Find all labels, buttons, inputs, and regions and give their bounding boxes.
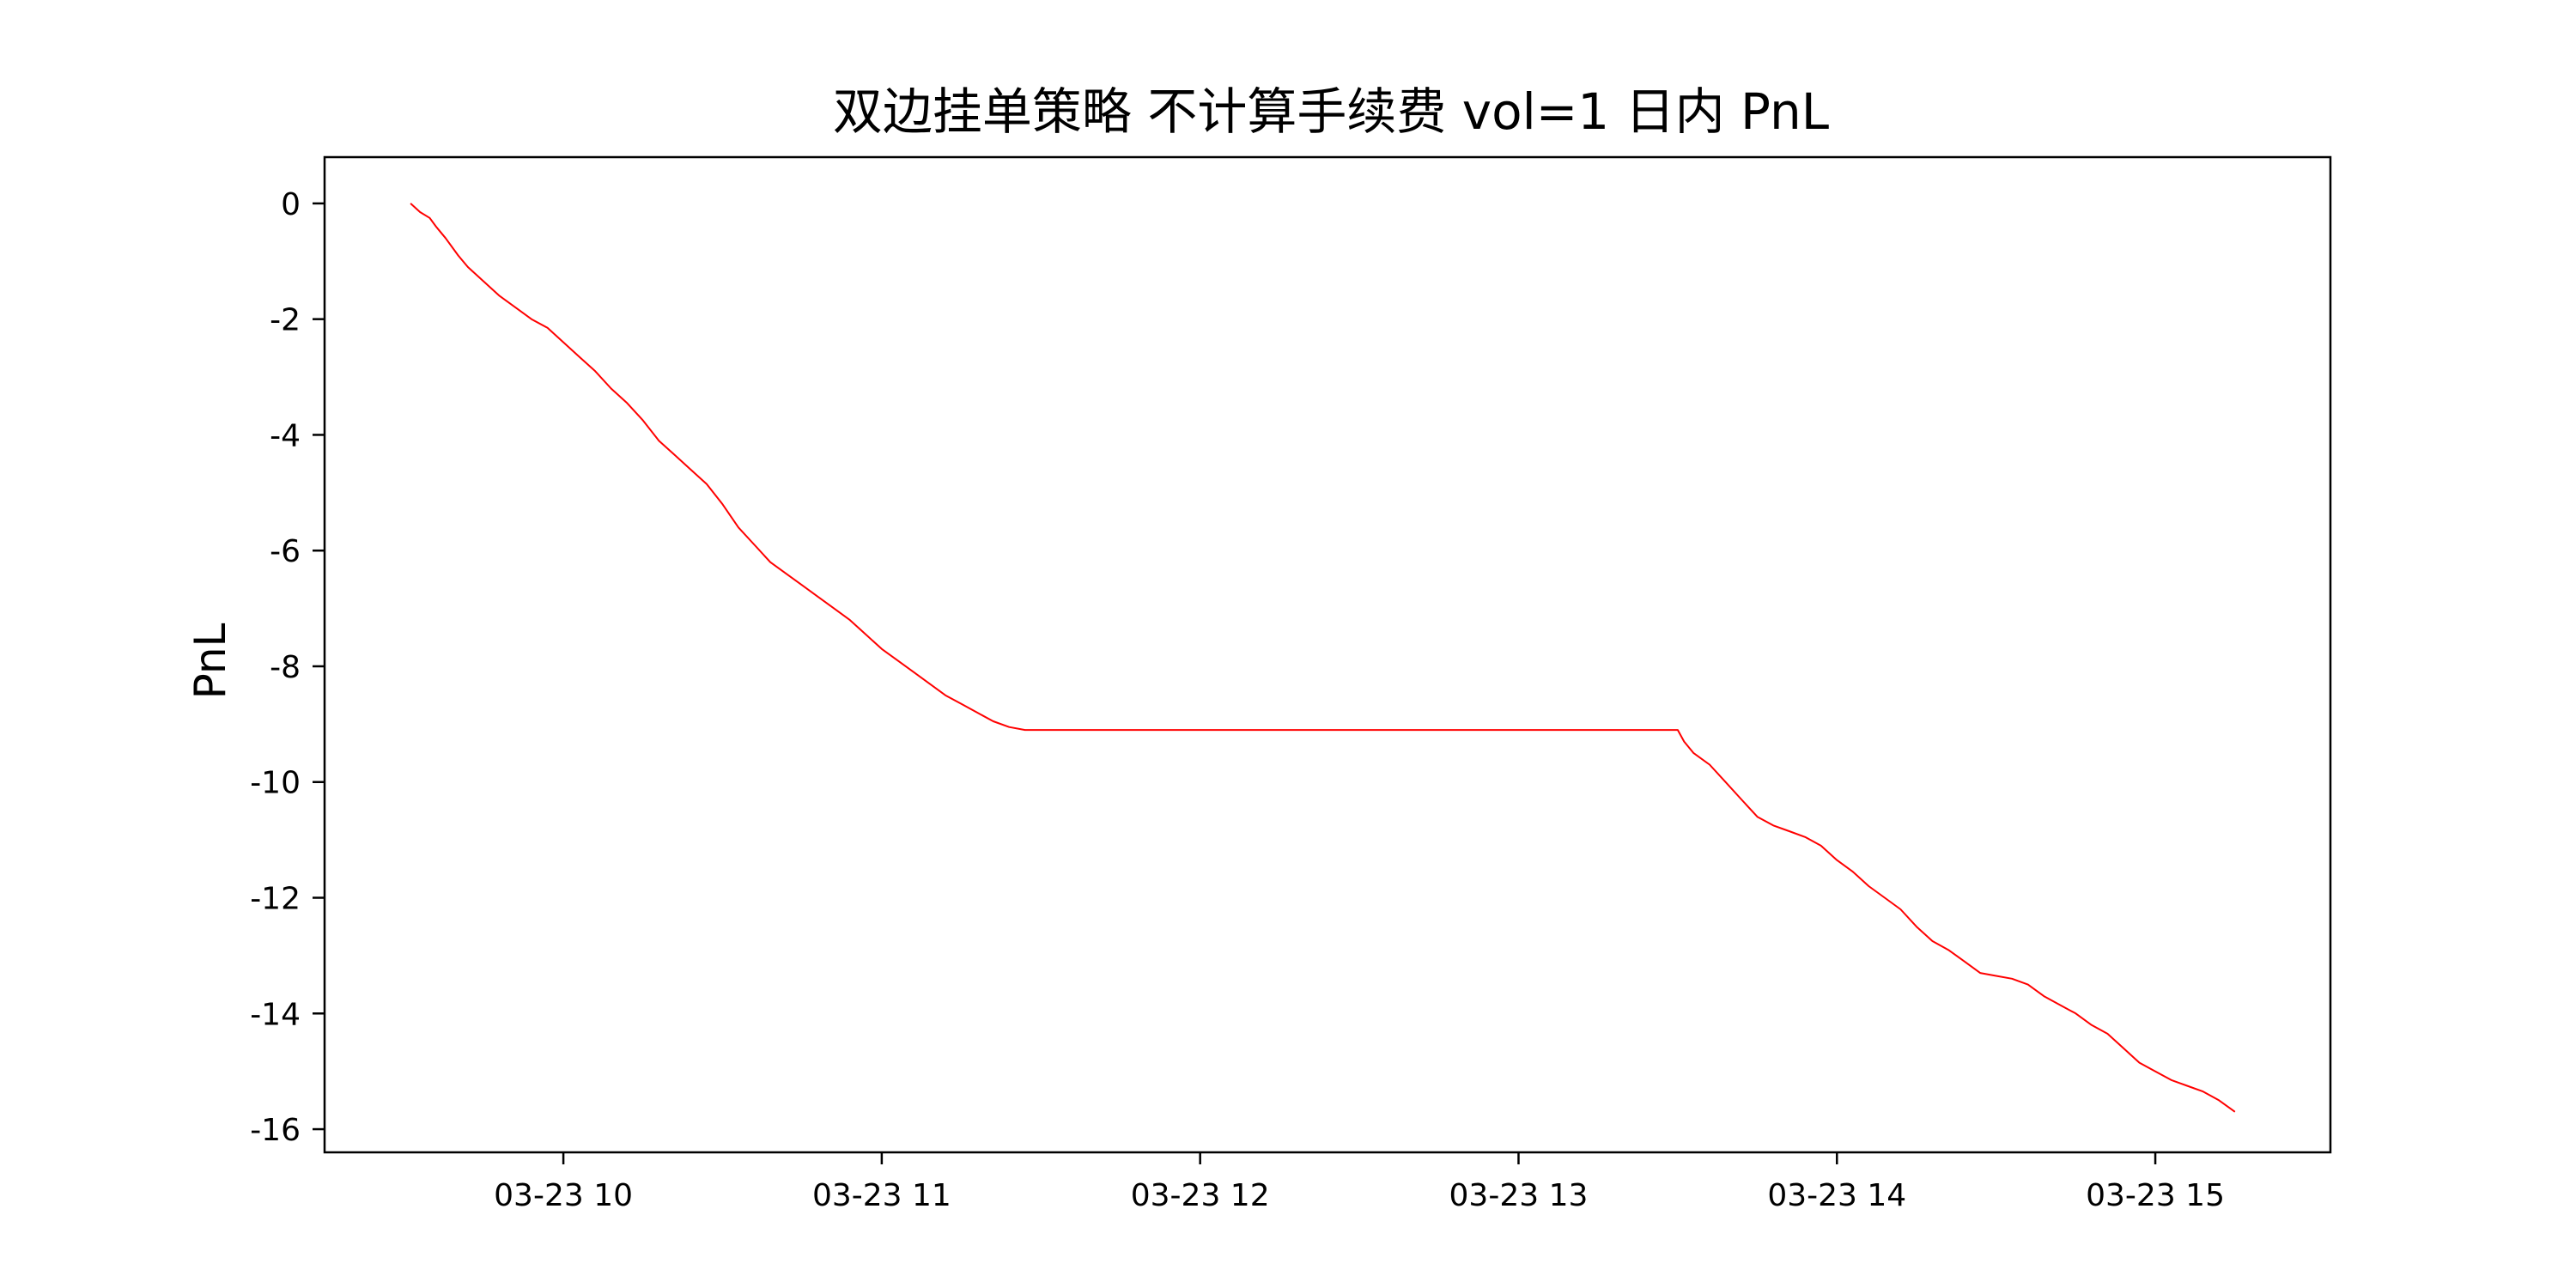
plot-frame <box>323 155 2332 1154</box>
series-layer <box>410 203 2236 1113</box>
pnl-series-line <box>410 203 2236 1113</box>
y-tick-label: 0 <box>281 187 301 222</box>
y-axis-ticks: 0 -2 -4 -6 -8 -10 -12 -14 -16 <box>250 187 325 1148</box>
x-tick-label: 03-23 12 <box>1131 1178 1270 1213</box>
x-tick-label: 03-23 13 <box>1449 1178 1589 1213</box>
y-tick-label: -8 <box>270 650 301 685</box>
x-tick-label: 03-23 15 <box>2086 1178 2225 1213</box>
y-tick-label: -2 <box>270 303 301 338</box>
y-tick-label: -16 <box>250 1113 301 1148</box>
x-axis-ticks: 03-23 10 03-23 11 03-23 12 03-23 13 03-23 14… <box>494 1152 2225 1213</box>
x-tick-label: 03-23 10 <box>494 1178 633 1213</box>
y-tick-label: -6 <box>270 534 301 569</box>
x-tick-label: 03-23 14 <box>1767 1178 1906 1213</box>
y-tick-label: -10 <box>250 766 301 801</box>
x-tick-label: 03-23 11 <box>812 1178 951 1213</box>
y-tick-label: -14 <box>250 997 301 1032</box>
y-tick-label: -4 <box>270 418 301 453</box>
chart-title: 双边挂单策略 不计算手续费 vol=1 日内 PnL <box>833 82 1829 141</box>
y-tick-label: -12 <box>250 882 301 917</box>
y-axis-label: PnL <box>185 623 235 699</box>
